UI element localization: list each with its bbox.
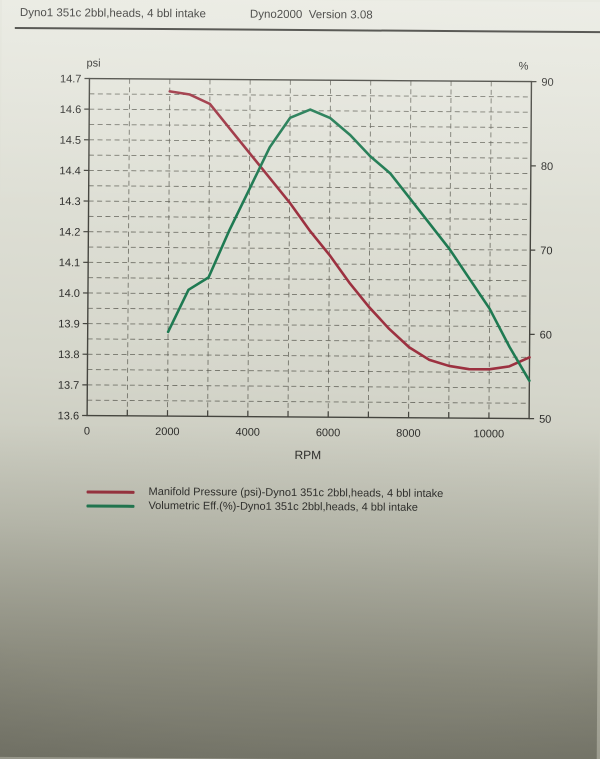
- y-left-tick-label: 14.2: [59, 226, 81, 238]
- y-left-tick-label: 13.8: [58, 349, 80, 361]
- grid-line-vertical: [367, 80, 372, 418]
- y-left-tick-label: 14.4: [59, 165, 81, 177]
- grid-line-horizontal: [88, 277, 531, 282]
- x-tick-label: 0: [84, 425, 90, 437]
- grid-line-vertical: [167, 79, 171, 417]
- grid-line-vertical: [126, 78, 131, 416]
- y-right-tick-label: 60: [540, 329, 552, 341]
- grid-line-horizontal: [87, 323, 530, 328]
- x-axis-label: RPM: [294, 448, 321, 462]
- grid-line-horizontal: [88, 231, 531, 236]
- y-left-tick-label: 13.9: [58, 318, 80, 330]
- grid-line-horizontal: [87, 353, 530, 358]
- grid-line-horizontal: [87, 307, 530, 312]
- manifold-pressure-curve: [168, 90, 531, 371]
- y-right-tick-label: 70: [540, 245, 552, 257]
- y-right-tick-label: 50: [539, 414, 551, 426]
- grid-line-vertical: [488, 81, 492, 419]
- x-tick-label: 10000: [473, 428, 504, 440]
- grid-line-vertical: [448, 81, 452, 419]
- grid-line-horizontal: [89, 93, 532, 98]
- grid-line-horizontal: [87, 399, 530, 404]
- grid-line-horizontal: [89, 124, 532, 129]
- y-right-tick-label: 90: [541, 77, 553, 89]
- legend-swatch-volumetric-eff: [86, 504, 135, 508]
- y-left-tick-label: 14.3: [59, 196, 81, 208]
- grid-line-horizontal: [88, 215, 531, 220]
- y-right-tick-label: 80: [541, 161, 553, 173]
- legend-item-volumetric-eff: Volumetric Eff.(%)-Dyno1 351c 2bbl,heads…: [86, 499, 443, 515]
- grid-line-horizontal: [87, 384, 530, 389]
- legend-label-volumetric-eff: Volumetric Eff.(%)-Dyno1 351c 2bbl,heads…: [148, 499, 418, 514]
- y-left-axis-unit: psi: [86, 58, 100, 70]
- grid-line-horizontal: [87, 338, 530, 343]
- grid-line-horizontal: [88, 246, 531, 251]
- legend-swatch-manifold-pressure: [86, 490, 135, 494]
- x-tick-label: 4000: [235, 427, 260, 439]
- chart-legend: Manifold Pressure (psi)-Dyno1 351c 2bbl,…: [86, 485, 443, 515]
- grid-line-horizontal: [88, 154, 531, 159]
- y-left-tick-label: 13.7: [58, 380, 80, 392]
- grid-line-vertical: [207, 79, 211, 417]
- y-left-tick-label: 14.6: [60, 104, 82, 116]
- grid-line-horizontal: [89, 139, 532, 144]
- grid-line-horizontal: [87, 292, 530, 297]
- volumetric-eff-curve: [166, 108, 531, 383]
- x-tick-label: 8000: [396, 428, 421, 440]
- dyno-chart: 13.6 13.7 13.8 13.9 14.0 14.1 14.2 14.3 14.4 14.5…: [58, 58, 554, 463]
- x-tick-label: 6000: [316, 427, 341, 439]
- y-left-tick-label: 14.0: [58, 288, 80, 300]
- y-left-tick-label: 13.6: [58, 410, 80, 422]
- grid-line-vertical: [247, 79, 251, 417]
- legend-label-manifold-pressure: Manifold Pressure (psi)-Dyno1 351c 2bbl,…: [148, 485, 444, 501]
- grid-line-vertical: [327, 80, 331, 418]
- y-right-axis-unit: %: [519, 61, 529, 73]
- y-left-tick-label: 14.7: [60, 73, 82, 85]
- y-left-tick-label: 14.5: [60, 135, 82, 147]
- grid-line-vertical: [408, 80, 412, 418]
- x-tick-label: 2000: [155, 426, 180, 438]
- y-left-tick-label: 14.1: [59, 257, 81, 269]
- grid-line-horizontal: [87, 369, 530, 374]
- grid-line-horizontal: [88, 185, 531, 190]
- grid-line-horizontal: [88, 261, 531, 266]
- grid-line-vertical: [287, 79, 291, 417]
- grid-line-horizontal: [88, 200, 531, 205]
- grid-line-horizontal: [88, 169, 531, 174]
